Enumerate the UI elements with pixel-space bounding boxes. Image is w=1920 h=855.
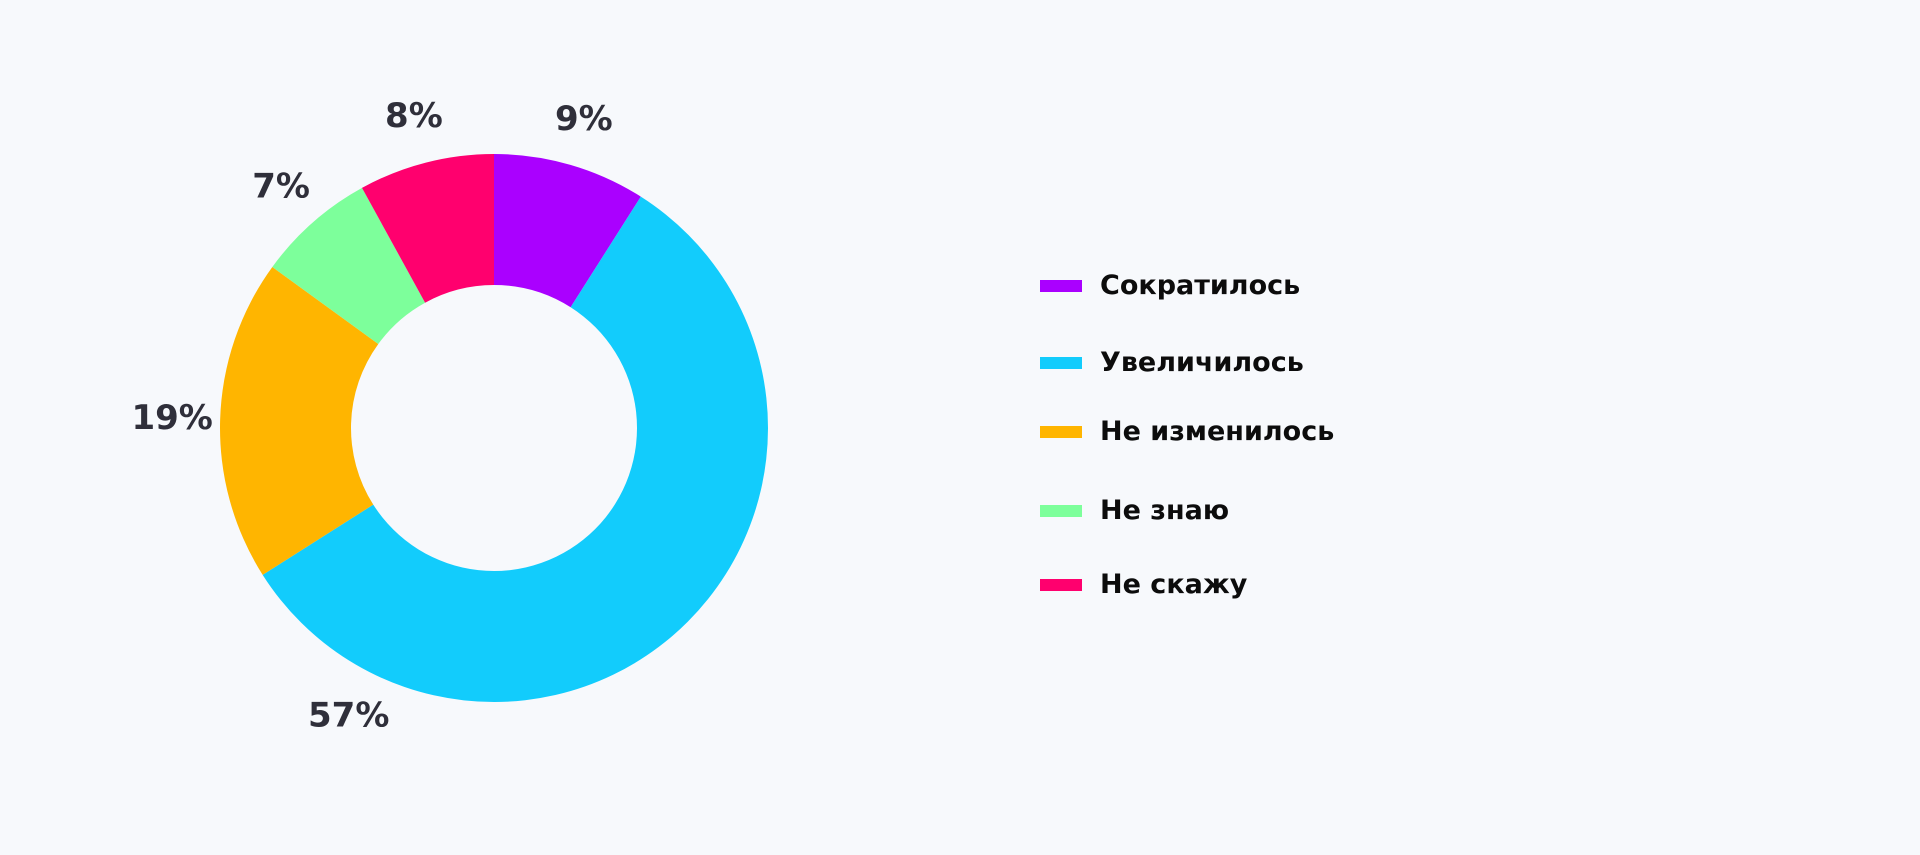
legend-label: Не изменилось xyxy=(1100,416,1335,447)
legend-swatch xyxy=(1040,504,1082,517)
slice-percent-label: 9% xyxy=(555,99,613,139)
legend-label: Не знаю xyxy=(1100,495,1230,526)
legend-swatch xyxy=(1040,578,1082,591)
legend-swatch xyxy=(1040,279,1082,292)
percent-labels: 9% 57% 19% 7% 8% xyxy=(131,96,612,735)
donut-slice xyxy=(220,266,379,575)
legend-item-uvelichilos: Увеличилось xyxy=(1040,347,1304,378)
slice-percent-label: 8% xyxy=(385,96,443,136)
legend-label: Не скажу xyxy=(1100,569,1248,600)
slice-percent-label: 57% xyxy=(308,695,389,735)
legend-swatch xyxy=(1040,356,1082,369)
legend-label: Увеличилось xyxy=(1100,347,1304,378)
legend-item-ne-znayu: Не знаю xyxy=(1040,495,1229,526)
donut-slice xyxy=(262,196,768,702)
donut-slice xyxy=(272,187,426,344)
slice-percent-label: 7% xyxy=(252,166,310,206)
legend-item-sokratilos: Сократилось xyxy=(1040,270,1300,301)
legend-item-ne-skazhu: Не скажу xyxy=(1040,569,1247,600)
legend-swatch xyxy=(1040,425,1082,438)
legend-label: Сократилось xyxy=(1100,270,1301,301)
legend-item-ne-izmenilos: Не изменилось xyxy=(1040,416,1334,447)
donut-slice xyxy=(361,154,494,303)
donut-slice xyxy=(494,154,641,308)
slice-percent-label: 19% xyxy=(131,398,212,438)
donut-slices xyxy=(220,154,768,702)
